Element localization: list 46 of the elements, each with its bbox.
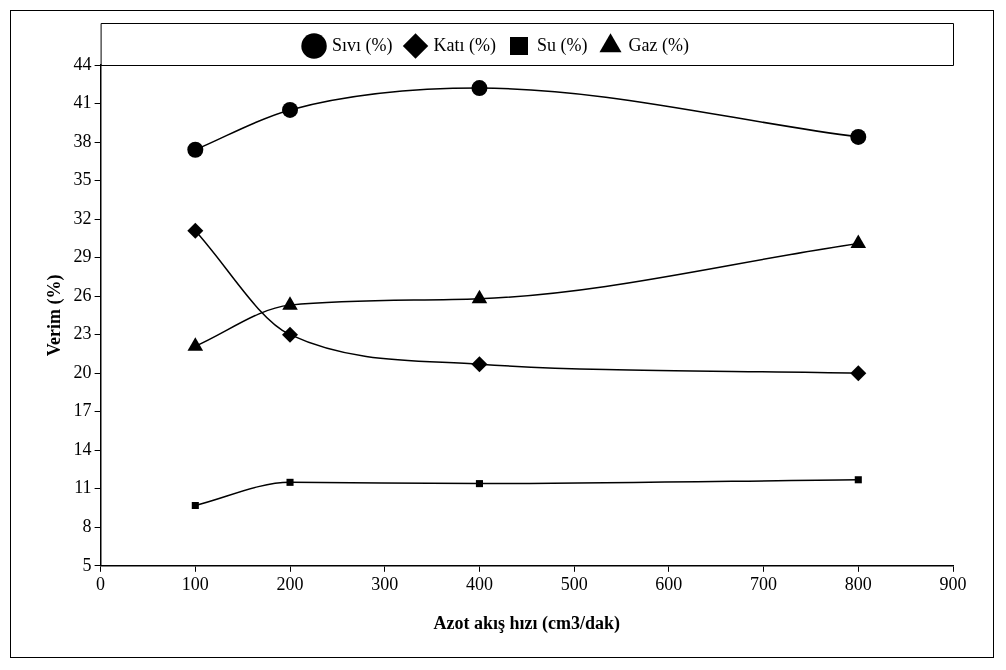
point [282,326,299,343]
y-tick-label: 35 [73,169,92,190]
y-tick-label: 23 [73,323,92,344]
legend-label: Su (%) [537,34,588,56]
point [187,222,204,239]
y-tick-label: 5 [82,554,92,575]
y-tick-label: 11 [74,477,92,498]
x-tick-label: 300 [371,574,399,595]
x-tick-label: 500 [560,574,588,595]
y-tick-label: 38 [73,130,92,151]
point [286,478,294,486]
legend-label: Katı (%) [433,34,497,56]
y-tick-label: 29 [73,246,92,267]
x-tick-label: 400 [465,574,493,595]
y-tick-label: 17 [73,400,92,421]
point [282,296,298,310]
point [471,80,488,97]
y-axis-title: Verim (%) [44,274,66,357]
point [471,289,488,304]
x-tick-label: 700 [750,574,778,595]
point [850,365,867,382]
y-tick-label: 44 [73,53,92,74]
point [475,480,483,488]
legend-label: Gaz (%) [628,34,689,56]
x-axis-title: Azot akış hızı (cm3/dak) [433,612,621,634]
point [850,234,867,248]
point [282,101,299,118]
y-tick-label: 41 [73,92,92,113]
x-tick-label: 900 [939,574,967,595]
y-tick-label: 8 [82,516,92,537]
y-tick-label: 14 [73,438,92,459]
x-tick-label: 200 [276,574,304,595]
x-tick-label: 100 [181,574,209,595]
x-tick-label: 0 [96,574,106,595]
point [187,141,204,158]
x-tick-label: 600 [655,574,683,595]
x-tick-label: 800 [844,574,872,595]
point [850,128,867,145]
point [854,476,862,484]
legend-label: Sıvı (%) [332,34,393,56]
y-tick-label: 20 [73,361,92,382]
point [471,356,488,373]
point [187,337,204,351]
y-tick-label: 32 [73,207,92,228]
point [191,501,199,509]
y-tick-label: 26 [73,284,92,305]
